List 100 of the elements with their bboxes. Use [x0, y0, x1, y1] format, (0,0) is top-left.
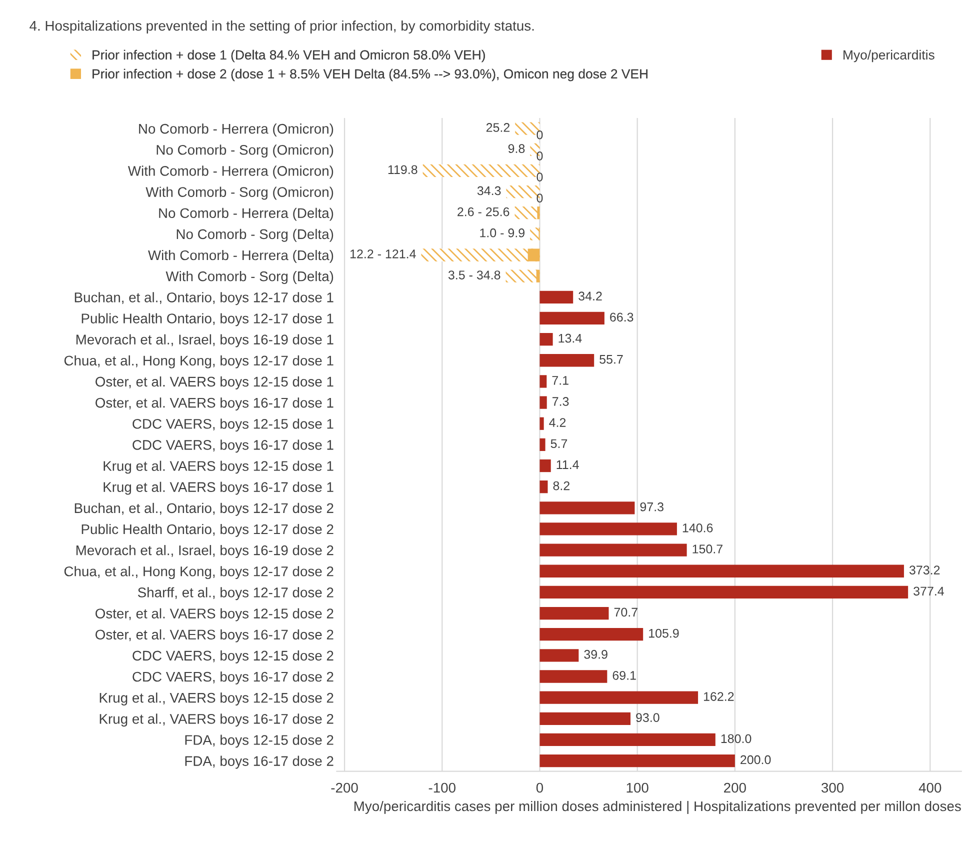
bar [540, 375, 547, 388]
bar [540, 354, 594, 367]
bar [540, 480, 548, 494]
legend-label: Prior infection + dose 1 (Delta 84.% VEH and Omicron 58.0% VEH) [92, 50, 485, 62]
y-tick-label: CDC VAERS, boys 12-15 dose 2 [132, 650, 334, 664]
bar [540, 312, 604, 325]
chart-title: 4. Hospitalizations prevented in the setting of prior infection, by comorbidity status. [30, 20, 534, 34]
bar [540, 396, 547, 409]
x-tick-label: 300 [821, 782, 844, 793]
bar [540, 438, 546, 452]
y-tick-label: Mevorach et al., Israel, boys 16-19 dose 1 [76, 334, 334, 348]
data-label: 162.2 [704, 692, 734, 701]
y-tick-label: Public Health Ontario, boys 12-17 dose 1 [82, 313, 334, 326]
y-tick-label: With Comorb - Herrera (Delta) [148, 250, 334, 263]
data-label: 97.3 [640, 502, 664, 512]
x-tick-label: 400 [918, 782, 942, 793]
data-label: 70.7 [614, 608, 638, 617]
data-label: 140.6 [682, 523, 713, 532]
y-tick-label: No Comorb - Sorg (Omicron) [156, 144, 334, 158]
y-tick-label: Public Health Ontario, boys 12-17 dose 2 [82, 524, 334, 537]
y-tick-label: Oster, et al. VAERS boys 16-17 dose 2 [96, 629, 334, 642]
bar [540, 606, 609, 620]
y-tick-label: Krug et al. VAERS boys 16-17 dose 1 [104, 482, 334, 495]
bar [540, 628, 644, 641]
legend-label: Prior infection + dose 2 (dose 1 + 8.5% VEH Delta (84.5% --> 93.0%), Omicon neg dose 2 VEH [92, 68, 648, 82]
y-tick-label: With Comorb - Sorg (Omicron) [146, 186, 334, 200]
bar [540, 564, 904, 578]
bar [540, 332, 553, 346]
x-axis-title: Myo/pericarditis cases per million doses administered | Hospitalizations prevented per millon doses [354, 800, 961, 814]
bar [540, 522, 677, 536]
y-tick-label: FDA, boys 16-17 dose 2 [185, 756, 334, 769]
data-label: 5.7 [550, 439, 568, 448]
data-label: 69.1 [612, 671, 636, 680]
x-tick-label: 0 [536, 782, 544, 793]
y-tick-label: Krug et al. VAERS boys 12-15 dose 1 [104, 460, 334, 474]
data-label: 66.3 [610, 312, 634, 322]
y-tick-label: Buchan, et al., Ontario, boys 12-17 dose 2 [74, 502, 334, 516]
y-tick-label: CDC VAERS, boys 16-17 dose 2 [132, 671, 334, 684]
x-tick-label: -100 [428, 782, 456, 793]
annotation: 25.2 [486, 123, 510, 132]
data-label: 7.1 [552, 376, 568, 385]
y-tick-label: Chua, et al., Hong Kong, boys 12-17 dose 1 [64, 355, 334, 368]
data-label: 0 [536, 130, 543, 140]
y-tick-label: Oster, et al. VAERS boys 12-15 dose 2 [96, 608, 334, 622]
data-label: 12.2 - 121.4 [350, 250, 416, 258]
x-tick-label: -200 [331, 782, 358, 793]
data-label: 180.0 [721, 734, 752, 744]
bar [540, 670, 608, 683]
data-label: 200.0 [740, 755, 771, 764]
data-label: 150.7 [692, 544, 722, 554]
data-label: 0 [536, 152, 543, 160]
data-label: 13.4 [558, 334, 582, 343]
y-tick-label: With Comorb - Sorg (Delta) [166, 271, 334, 284]
y-tick-label: Chua, et al., Hong Kong, boys 12-17 dose 2 [64, 566, 334, 580]
x-tick-label: 200 [724, 782, 746, 793]
bar [528, 248, 540, 262]
bar [540, 712, 630, 725]
data-label: 0 [536, 172, 543, 182]
bar [540, 649, 579, 662]
data-label: 93.0 [636, 713, 660, 722]
y-tick-label: No Comorb - Herrera (Omicron) [139, 124, 334, 136]
y-tick-label: No Comorb - Sorg (Delta) [176, 228, 334, 242]
data-label: 11.4 [556, 460, 579, 469]
bar [537, 206, 540, 220]
y-tick-label: With Comorb - Herrera (Omicron) [128, 166, 334, 179]
bar [540, 290, 574, 304]
bar [540, 459, 551, 472]
y-tick-label: Krug et al., VAERS boys 16-17 dose 2 [100, 714, 334, 727]
bar [540, 754, 735, 768]
y-tick-label: Oster, et al. VAERS boys 16-17 dose 1 [96, 398, 334, 410]
legend-label: Myo/pericarditis [844, 50, 934, 62]
data-label: 1.0 - 9.9 [480, 228, 524, 238]
bar [540, 691, 698, 704]
x-tick-label: 100 [626, 782, 648, 793]
data-label: 0 [536, 194, 543, 203]
bar [540, 733, 716, 746]
y-tick-label: Sharff, et al., boys 12-17 dose 2 [138, 587, 334, 600]
y-tick-label: Buchan, et al., Ontario, boys 12-17 dose 1 [74, 292, 334, 306]
bar [540, 586, 908, 599]
data-label: 8.2 [553, 481, 570, 490]
bar [540, 417, 544, 430]
data-label: 4.2 [549, 418, 566, 427]
y-tick-label: Oster, et al. VAERS boys 12-15 dose 1 [96, 376, 334, 390]
data-label: 105.9 [649, 628, 679, 638]
data-label: 7.3 [552, 397, 569, 406]
data-label: 34.2 [578, 292, 602, 301]
bar [514, 206, 540, 220]
y-tick-label: CDC VAERS, boys 12-15 dose 1 [132, 418, 334, 432]
data-label: 373.2 [909, 566, 940, 574]
y-tick-label: No Comorb - Herrera (Delta) [159, 208, 334, 221]
data-label: 377.4 [914, 586, 944, 596]
y-tick-label: CDC VAERS, boys 16-17 dose 1 [132, 440, 334, 453]
data-label: 2.6 - 25.6 [458, 207, 510, 216]
data-label: 3.5 - 34.8 [448, 270, 500, 280]
y-tick-label: Krug et al., VAERS boys 12-15 dose 2 [100, 692, 334, 706]
annotation: 34.3 [477, 186, 501, 196]
y-tick-label: FDA, boys 12-15 dose 2 [185, 734, 334, 748]
bar [530, 228, 540, 240]
y-tick-label: Mevorach et al., Israel, boys 16-19 dose 2 [76, 545, 334, 558]
bar [540, 544, 687, 556]
